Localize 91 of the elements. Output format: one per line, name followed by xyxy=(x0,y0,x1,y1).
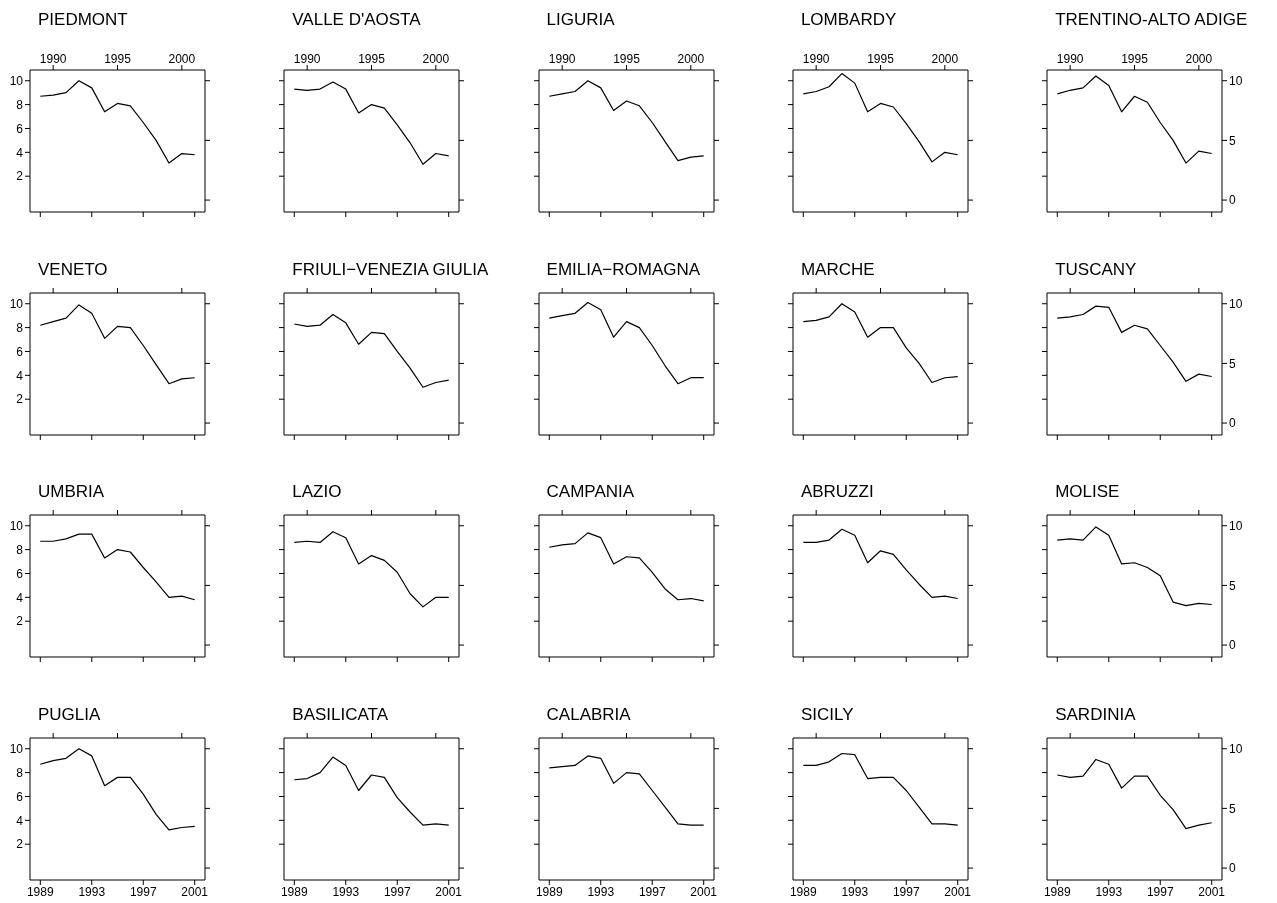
x-tick-label: 1989 xyxy=(535,884,563,899)
x2-tick-label: 1990 xyxy=(548,52,576,66)
y2-tick-label: 5 xyxy=(1229,356,1237,371)
chart-title: TRENTINO-ALTO ADIGE xyxy=(1055,10,1248,30)
x-tick-label: 2001 xyxy=(944,884,972,899)
y-tick-label: 6 xyxy=(16,789,24,804)
y-tick-label: 10 xyxy=(9,296,24,311)
x2-tick-label: 2000 xyxy=(168,52,196,66)
y2-tick-label: 5 xyxy=(1229,133,1237,148)
x-tick-label: 2001 xyxy=(1198,884,1226,899)
y-tick-label: 6 xyxy=(16,121,24,136)
x-tick-label: 1993 xyxy=(587,884,615,899)
x-tick-label: 1989 xyxy=(1044,884,1072,899)
line-series xyxy=(39,80,196,164)
x2-tick-label: 2000 xyxy=(1185,52,1213,66)
x2-tick-label: 1990 xyxy=(39,52,67,66)
x2-tick-label: 1995 xyxy=(1121,52,1149,66)
y2-tick-label: 5 xyxy=(1229,801,1237,816)
chart-title: FRIULI−VENEZIA GIULIA xyxy=(292,259,489,280)
y-tick-label: 4 xyxy=(16,813,24,828)
y-tick-label: 10 xyxy=(9,74,24,88)
chart-title: MARCHE xyxy=(800,259,875,280)
x2-tick-label: 1995 xyxy=(358,52,386,66)
chart-title: ABRUZZI xyxy=(800,482,874,503)
y-tick-label: 4 xyxy=(16,368,24,383)
y2-tick-label: 0 xyxy=(1229,861,1237,876)
chart-title: UMBRIA xyxy=(38,482,105,503)
y-tick-label: 8 xyxy=(16,765,24,780)
y2-tick-label: 10 xyxy=(1229,296,1243,311)
y2-tick-label: 10 xyxy=(1229,519,1243,534)
chart-title: CAMPANIA xyxy=(546,482,635,503)
x-tick-label: 1993 xyxy=(1095,884,1123,899)
x2-tick-label: 2000 xyxy=(422,52,450,66)
x2-tick-label: 2000 xyxy=(931,52,959,66)
x-tick-label: 1993 xyxy=(841,884,869,899)
y-tick-label: 2 xyxy=(16,837,24,852)
x2-tick-label: 1995 xyxy=(867,52,895,66)
chart-title: LOMBARDY xyxy=(800,10,897,30)
x-tick-label: 1993 xyxy=(78,884,106,899)
y-tick-label: 6 xyxy=(16,344,24,359)
chart-title: BASILICATA xyxy=(292,705,389,726)
y2-tick-label: 10 xyxy=(1229,74,1243,88)
line-series xyxy=(39,748,196,831)
x-tick-label: 1997 xyxy=(892,884,920,899)
x2-tick-label: 1990 xyxy=(294,52,322,66)
y-tick-label: 2 xyxy=(16,392,24,407)
x-tick-label: 2001 xyxy=(435,884,463,899)
chart-title: LAZIO xyxy=(292,482,342,503)
x-tick-label: 1989 xyxy=(26,884,54,899)
x-tick-label: 2001 xyxy=(689,884,717,899)
y-tick-label: 10 xyxy=(9,742,24,757)
chart-title: VENETO xyxy=(38,259,108,280)
x2-tick-label: 1990 xyxy=(802,52,830,66)
x2-tick-label: 1990 xyxy=(1057,52,1085,66)
line-series xyxy=(39,533,196,601)
y-tick-label: 10 xyxy=(9,519,24,534)
chart-title: CALABRIA xyxy=(546,705,631,726)
chart-title: SICILY xyxy=(800,705,854,726)
chart-title: PIEDMONT xyxy=(38,10,128,30)
chart-title: SARDINIA xyxy=(1055,705,1136,726)
x-tick-label: 1989 xyxy=(281,884,309,899)
x-tick-label: 1997 xyxy=(129,884,157,899)
x2-tick-label: 1995 xyxy=(612,52,640,66)
x2-tick-label: 1995 xyxy=(104,52,132,66)
y2-tick-label: 10 xyxy=(1229,742,1243,757)
y-tick-label: 6 xyxy=(16,567,24,582)
chart-title: TUSCANY xyxy=(1055,259,1137,280)
y-tick-label: 2 xyxy=(16,169,24,184)
line-series xyxy=(39,304,196,384)
chart-title: MOLISE xyxy=(1055,482,1120,503)
y-tick-label: 4 xyxy=(16,145,24,160)
chart-title: LIGURIA xyxy=(546,10,615,30)
y2-tick-label: 0 xyxy=(1229,638,1237,653)
y2-tick-label: 0 xyxy=(1229,416,1237,431)
y-tick-label: 2 xyxy=(16,614,24,629)
y2-tick-label: 5 xyxy=(1229,579,1237,594)
y-tick-label: 8 xyxy=(16,543,24,558)
x-tick-label: 1997 xyxy=(1147,884,1175,899)
x-tick-label: 1997 xyxy=(384,884,412,899)
x2-tick-label: 2000 xyxy=(677,52,705,66)
x-tick-label: 1989 xyxy=(789,884,817,899)
y2-tick-label: 0 xyxy=(1229,193,1237,208)
x-tick-label: 1997 xyxy=(638,884,666,899)
chart-title: VALLE D'AOSTA xyxy=(292,10,421,30)
chart-title: PUGLIA xyxy=(38,705,101,726)
x-tick-label: 2001 xyxy=(181,884,209,899)
x-tick-label: 1993 xyxy=(332,884,360,899)
y-tick-label: 8 xyxy=(16,97,24,112)
chart-title: EMILIA−ROMAGNA xyxy=(546,259,701,280)
y-tick-label: 4 xyxy=(16,590,24,605)
y-tick-label: 8 xyxy=(16,320,24,335)
